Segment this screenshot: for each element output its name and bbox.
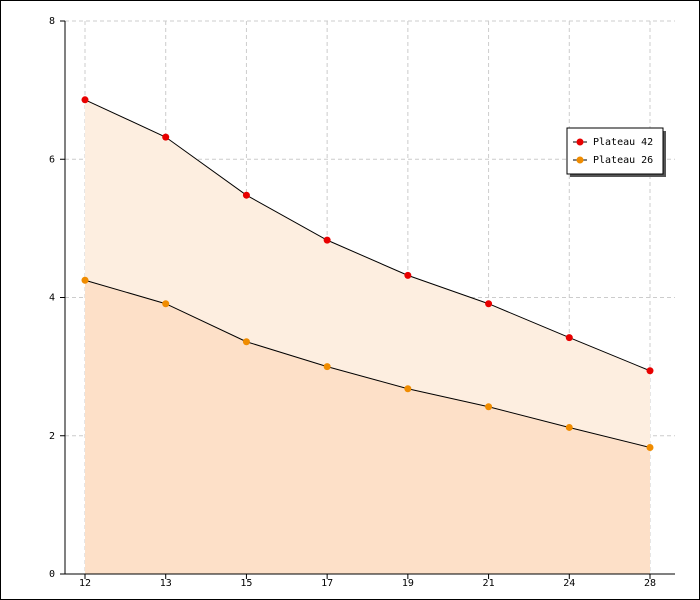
x-tick-label: 13 xyxy=(160,578,172,589)
point xyxy=(162,133,170,141)
point xyxy=(565,423,573,431)
legend-label: Plateau 42 xyxy=(593,137,653,148)
area xyxy=(85,280,650,574)
point xyxy=(485,300,493,308)
point xyxy=(81,276,89,284)
point xyxy=(646,444,654,452)
y-tick-label: 8 xyxy=(49,16,55,27)
legend-marker xyxy=(576,156,584,164)
y-tick-label: 6 xyxy=(49,154,55,165)
line xyxy=(84,279,651,448)
legend-label: Plateau 26 xyxy=(593,155,653,166)
y-tick-label: 2 xyxy=(49,431,55,442)
point xyxy=(404,271,412,279)
point xyxy=(162,300,170,308)
x-tick-label: 17 xyxy=(321,578,333,589)
point xyxy=(485,403,493,411)
y-tick-label: 4 xyxy=(49,293,55,304)
line xyxy=(84,99,651,372)
point xyxy=(565,334,573,342)
x-tick-label: 12 xyxy=(79,578,91,589)
x-tick-label: 28 xyxy=(644,578,656,589)
x-tick-label: 19 xyxy=(402,578,414,589)
point xyxy=(81,96,89,104)
legend-marker xyxy=(576,138,584,146)
legend xyxy=(566,127,664,175)
x-tick-label: 21 xyxy=(483,578,495,589)
x-tick-label: 15 xyxy=(240,578,252,589)
point xyxy=(242,338,250,346)
point xyxy=(323,236,331,244)
point xyxy=(242,191,250,199)
x-tick-label: 24 xyxy=(563,578,575,589)
point xyxy=(323,363,331,371)
y-tick-label: 0 xyxy=(49,569,55,580)
point xyxy=(404,385,412,393)
point xyxy=(646,367,654,375)
